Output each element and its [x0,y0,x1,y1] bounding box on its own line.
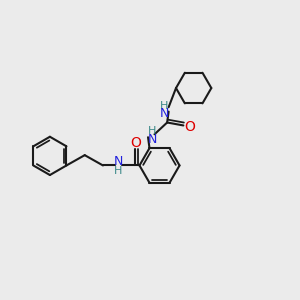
Text: H: H [114,166,122,176]
Text: H: H [160,101,168,111]
Text: O: O [130,136,141,150]
Text: O: O [184,120,195,134]
Text: N: N [148,133,157,146]
Text: N: N [160,106,169,120]
Text: H: H [148,126,157,136]
Text: N: N [114,154,123,167]
